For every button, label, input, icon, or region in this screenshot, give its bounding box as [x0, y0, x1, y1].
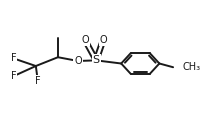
- Text: F: F: [35, 76, 40, 86]
- Text: F: F: [11, 53, 17, 64]
- Text: O: O: [99, 35, 106, 45]
- Text: O: O: [74, 56, 81, 66]
- Text: O: O: [81, 35, 88, 45]
- Text: S: S: [92, 55, 99, 65]
- Text: F: F: [11, 71, 17, 81]
- Text: CH₃: CH₃: [181, 62, 199, 72]
